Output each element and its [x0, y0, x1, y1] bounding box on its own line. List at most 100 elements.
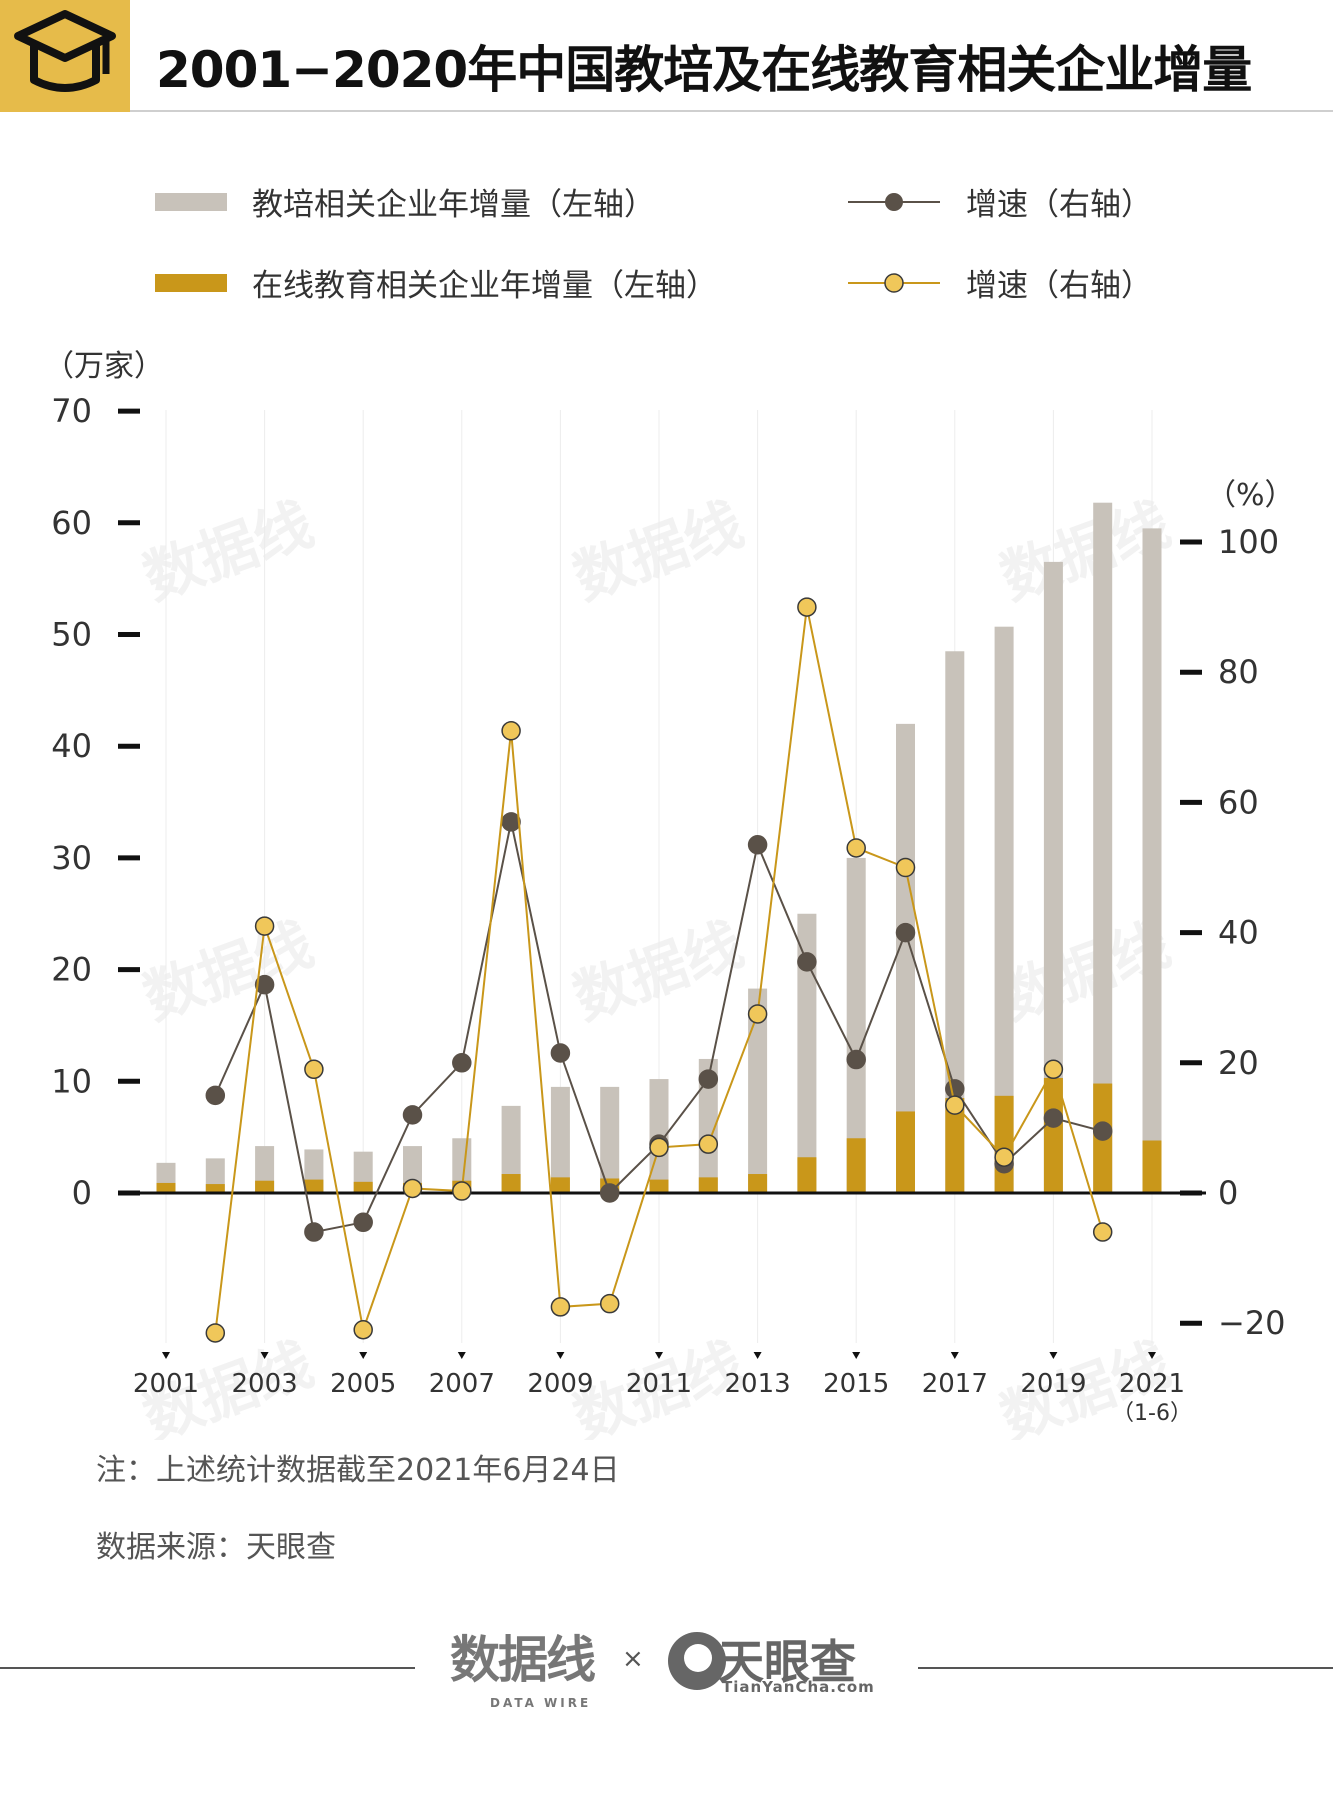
left-axis-unit: （万家）: [44, 349, 164, 384]
x-tick-mark-2003: [260, 1352, 269, 1359]
left-tick-label-40: 40: [51, 727, 92, 765]
point-growth-online-2013: [747, 1004, 768, 1024]
datawire-logo: 数据线: [450, 1631, 596, 1689]
legend-swatch-bar-total: [155, 193, 227, 211]
bar-online-2021: [1142, 1140, 1162, 1193]
x-tick-mark-2009: [556, 1352, 565, 1359]
x-tick-mark-2013: [753, 1352, 762, 1359]
bar-total-2009: [550, 1086, 570, 1193]
point-growth-total-2015: [846, 1049, 866, 1070]
point-growth-online-2010: [599, 1293, 620, 1314]
point-growth-online-2005: [353, 1319, 373, 1340]
right-tick-label--20: −20: [1218, 1304, 1286, 1342]
source-text: 数据来源：天眼查: [96, 1530, 336, 1565]
left-tick-label-0: 0: [72, 1174, 92, 1212]
left-tick-label-70: 70: [51, 392, 92, 430]
point-growth-online-2016: [895, 857, 916, 878]
bar-total-2016: [896, 723, 915, 1193]
note-text: 注：上述统计数据截至2021年6月24日: [96, 1453, 620, 1488]
bar-online-2004: [304, 1179, 324, 1193]
bars: [156, 502, 1162, 1194]
legend-swatch-bar-online: [155, 274, 227, 292]
watermark: 数据线: [565, 489, 752, 612]
bar-total-2018: [994, 626, 1014, 1193]
watermark: 数据线: [135, 909, 322, 1032]
x-tick-mark-2005: [359, 1352, 368, 1359]
bar-total-2020: [1093, 502, 1113, 1194]
legend-label-line-online: 增速（右轴）: [966, 268, 1152, 304]
bar-online-2008: [501, 1174, 521, 1193]
point-growth-total-2019: [1043, 1108, 1064, 1128]
bar-total-2013: [748, 988, 768, 1193]
watermark: 数据线: [135, 489, 322, 612]
point-growth-online-2002: [205, 1323, 226, 1343]
x-tick-label-2019: 2019: [1020, 1369, 1086, 1399]
point-growth-online-2015: [846, 838, 866, 858]
header-icon-box: [0, 0, 130, 112]
x-tick-label-2007: 2007: [429, 1369, 495, 1399]
x-tick-mark-2007: [457, 1352, 466, 1359]
bar-online-2002: [205, 1184, 225, 1193]
point-growth-online-2009: [550, 1297, 571, 1317]
header: 2001−2020年中国教培及在线教育相关企业增量: [0, 0, 1333, 112]
x-tick-label-2021: 2021: [1119, 1369, 1185, 1399]
point-growth-online-2004: [304, 1059, 324, 1080]
bar-online-2017: [945, 1098, 965, 1193]
point-growth-total-2006: [402, 1105, 423, 1125]
right-tick-label-60: 60: [1218, 783, 1259, 821]
bar-online-2014: [797, 1157, 817, 1193]
bar-online-2015: [846, 1138, 866, 1193]
point-growth-online-2019: [1043, 1059, 1064, 1080]
legend-label-bar-total: 教培相关企业年增量（左轴）: [252, 187, 655, 223]
x-tick-label-2005: 2005: [330, 1369, 396, 1399]
x-tick-label-2001: 2001: [133, 1369, 199, 1399]
point-growth-online-2017: [945, 1095, 965, 1115]
bar-online-2012: [698, 1177, 718, 1193]
bar-online-2011: [649, 1179, 669, 1193]
point-growth-total-2005: [353, 1212, 373, 1233]
x-tick-sub-label: （1-6）: [1112, 1401, 1192, 1426]
bar-total-2012: [698, 1058, 718, 1193]
point-growth-total-2004: [304, 1222, 324, 1242]
legend-label-bar-online: 在线教育相关企业年增量（左轴）: [252, 268, 717, 304]
legend-marker-line-online: [884, 273, 904, 293]
bar-online-2019: [1043, 1077, 1063, 1193]
right-tick-label-0: 0: [1218, 1174, 1238, 1212]
point-growth-online-2014: [797, 597, 817, 617]
x-tick-label-2015: 2015: [823, 1369, 889, 1399]
legend: 教培相关企业年增量（左轴） 在线教育相关企业年增量（左轴） 增速（右轴） 增速（…: [155, 187, 1152, 304]
bar-total-2014: [797, 913, 817, 1193]
left-tick-label-50: 50: [51, 616, 92, 654]
right-tick-label-80: 80: [1218, 653, 1259, 691]
bar-online-2016: [896, 1111, 915, 1193]
right-axis-unit: （%）: [1206, 478, 1295, 513]
bar-total-2021: [1142, 528, 1162, 1193]
x-tick-mark-2021: [1148, 1352, 1156, 1359]
point-growth-total-2003: [254, 974, 275, 995]
left-tick-label-20: 20: [51, 951, 92, 989]
point-growth-online-2003: [254, 916, 275, 936]
x-tick-mark-2019: [1049, 1352, 1058, 1359]
point-growth-online-2011: [649, 1137, 669, 1158]
point-growth-total-2012: [698, 1069, 719, 1089]
x-tick-mark-2001: [162, 1352, 170, 1359]
point-growth-total-2009: [550, 1043, 571, 1063]
x-tick-label-2009: 2009: [527, 1369, 593, 1399]
tianyancha-logo: 天眼查: [718, 1635, 856, 1689]
x-tick-mark-2015: [852, 1352, 861, 1359]
x-tick-label-2013: 2013: [725, 1369, 791, 1399]
point-growth-total-2014: [797, 952, 817, 972]
footer-divider-left: [0, 1667, 415, 1669]
bar-total-2019: [1043, 561, 1063, 1193]
legend-marker-line-total: [885, 193, 903, 211]
x-tick-label-2003: 2003: [232, 1369, 298, 1399]
point-growth-online-2018: [994, 1147, 1014, 1167]
point-growth-total-2017: [945, 1079, 965, 1099]
right-tick-label-20: 20: [1218, 1044, 1259, 1082]
bar-online-2013: [748, 1174, 768, 1193]
tianyancha-logo-icon: [668, 1632, 726, 1690]
point-growth-online-2006: [402, 1178, 423, 1199]
left-tick-label-30: 30: [51, 839, 92, 877]
